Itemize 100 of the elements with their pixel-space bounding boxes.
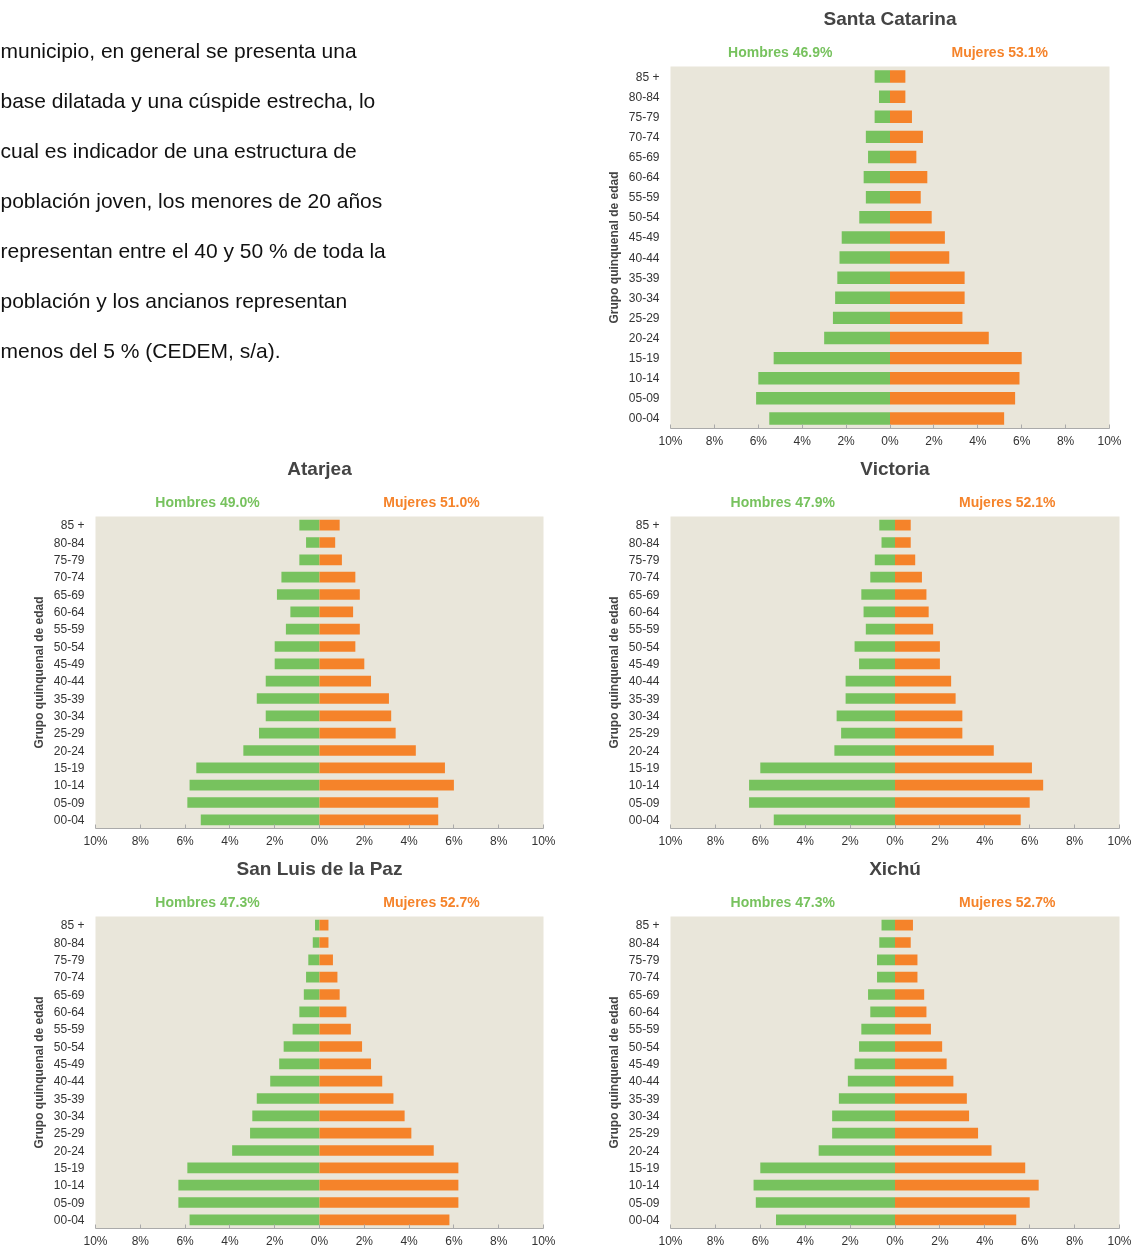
- x-tick-label: 4%: [221, 1233, 239, 1248]
- y-tick-label: 35-39: [628, 270, 660, 285]
- y-tick-label: 05-09: [53, 1195, 85, 1210]
- x-tick-label: 8%: [131, 833, 150, 848]
- x-tick-label: 4%: [976, 833, 994, 848]
- y-tick-label: 15-19: [53, 1160, 85, 1175]
- y-tick-label: 20-24: [628, 743, 660, 758]
- y-tick-label: 10-14: [53, 1178, 85, 1193]
- y-tick-label: 80-84: [628, 89, 660, 104]
- y-axis-title: Grupo quinquenal de edad: [606, 996, 621, 1149]
- y-tick-label: 65-69: [628, 987, 660, 1002]
- text: representan entre el 40 y 50 % de toda la: [0, 239, 387, 262]
- y-axis-title: Grupo quinquenal de edad: [31, 996, 46, 1149]
- chart-title: San Luis de la Paz: [236, 857, 403, 879]
- x-tick-label: 0%: [881, 433, 899, 448]
- chart-title: Victoria: [860, 457, 931, 479]
- y-tick-label: 00-04: [628, 411, 660, 426]
- text: Mujeres 52.1%: [959, 493, 1057, 510]
- y-tick-label: 10-14: [53, 778, 85, 793]
- x-tick-label: 10%: [1097, 433, 1122, 448]
- y-tick-label: 80-84: [53, 535, 85, 550]
- y-tick-label: 40-44: [628, 250, 660, 265]
- y-tick-label: 55-59: [628, 190, 660, 205]
- chart-title: Atarjea: [287, 457, 353, 479]
- x-tick-label: 10%: [658, 833, 683, 848]
- y-tick-label: 25-29: [628, 1126, 660, 1141]
- y-tick-label: 75-79: [628, 952, 660, 967]
- y-tick-label: 05-09: [53, 795, 85, 810]
- x-tick-label: 2%: [266, 833, 284, 848]
- y-tick-label: 55-59: [628, 1022, 660, 1037]
- x-tick-label: 6%: [445, 833, 463, 848]
- x-tick-label: 4%: [969, 433, 987, 448]
- y-tick-label: 70-74: [53, 570, 85, 585]
- text: población y los ancianos representan: [0, 289, 348, 312]
- y-tick-label: 70-74: [53, 970, 85, 985]
- y-tick-label: 55-59: [53, 622, 85, 637]
- y-tick-label: 65-69: [53, 587, 85, 602]
- y-tick-label: 50-54: [53, 1039, 85, 1054]
- y-tick-label: 05-09: [628, 1195, 660, 1210]
- x-tick-label: 4%: [796, 833, 815, 848]
- y-tick-label: 35-39: [53, 1091, 85, 1106]
- y-tick-label: 45-49: [53, 1056, 85, 1071]
- x-tick-label: 2%: [841, 1233, 860, 1248]
- x-tick-label: 2%: [355, 1233, 374, 1248]
- text: cual es indicador de una estructura de: [0, 139, 357, 162]
- y-tick-label: 65-69: [53, 987, 85, 1002]
- y-tick-label: 75-79: [628, 552, 660, 567]
- x-tick-label: 4%: [796, 1233, 815, 1248]
- y-axis-title: Grupo quinquenal de edad: [606, 596, 621, 749]
- x-tick-label: 8%: [1065, 1233, 1084, 1248]
- y-tick-label: 75-79: [628, 109, 660, 124]
- x-tick-label: 8%: [1065, 833, 1084, 848]
- y-tick-label: 50-54: [628, 639, 660, 654]
- x-tick-label: 8%: [706, 1233, 725, 1248]
- text: Hombres 47.3%: [155, 893, 261, 910]
- x-tick-label: 2%: [931, 1233, 949, 1248]
- x-tick-label: 4%: [221, 833, 239, 848]
- y-tick-label: 40-44: [53, 1074, 85, 1089]
- y-tick-label: 85 +: [635, 918, 660, 933]
- x-tick-label: 8%: [490, 833, 508, 848]
- y-tick-label: 65-69: [628, 587, 660, 602]
- x-tick-label: 0%: [310, 833, 329, 848]
- x-tick-label: 10%: [658, 433, 683, 448]
- y-tick-label: 20-24: [53, 1143, 85, 1158]
- text: Hombres 46.9%: [728, 43, 833, 60]
- y-tick-label: 60-64: [53, 1004, 85, 1019]
- x-tick-label: 10%: [1107, 1233, 1131, 1248]
- x-tick-label: 10%: [658, 1233, 683, 1248]
- text: Mujeres 52.7%: [383, 893, 481, 910]
- text: Hombres 47.3%: [730, 893, 836, 910]
- y-tick-label: 30-34: [628, 708, 660, 723]
- x-tick-label: 0%: [886, 833, 904, 848]
- x-tick-label: 10%: [83, 833, 108, 848]
- x-tick-label: 8%: [705, 433, 724, 448]
- x-tick-label: 8%: [490, 1233, 508, 1248]
- x-tick-label: 2%: [355, 833, 374, 848]
- y-tick-label: 70-74: [628, 570, 660, 585]
- y-tick-label: 15-19: [53, 760, 85, 775]
- chart-title: Xichú: [869, 857, 921, 879]
- y-tick-label: 75-79: [53, 952, 85, 967]
- y-tick-label: 80-84: [628, 535, 660, 550]
- x-tick-label: 10%: [531, 1233, 556, 1248]
- x-tick-label: 6%: [751, 833, 770, 848]
- chart-title: Santa Catarina: [823, 7, 957, 29]
- x-tick-label: 6%: [176, 1233, 195, 1248]
- y-tick-label: 60-64: [628, 604, 660, 619]
- x-tick-label: 10%: [1107, 833, 1131, 848]
- x-tick-label: 2%: [837, 433, 856, 448]
- y-tick-label: 25-29: [53, 1126, 85, 1141]
- y-tick-label: 00-04: [628, 812, 660, 827]
- x-tick-label: 2%: [925, 433, 943, 448]
- y-tick-label: 15-19: [628, 351, 660, 366]
- y-tick-label: 40-44: [628, 1074, 660, 1089]
- x-tick-label: 6%: [1021, 833, 1039, 848]
- y-tick-label: 85 +: [60, 518, 85, 533]
- y-tick-label: 05-09: [628, 391, 660, 406]
- x-tick-label: 6%: [749, 433, 768, 448]
- y-tick-label: 55-59: [628, 622, 660, 637]
- x-tick-label: 2%: [841, 833, 860, 848]
- x-tick-label: 4%: [793, 433, 812, 448]
